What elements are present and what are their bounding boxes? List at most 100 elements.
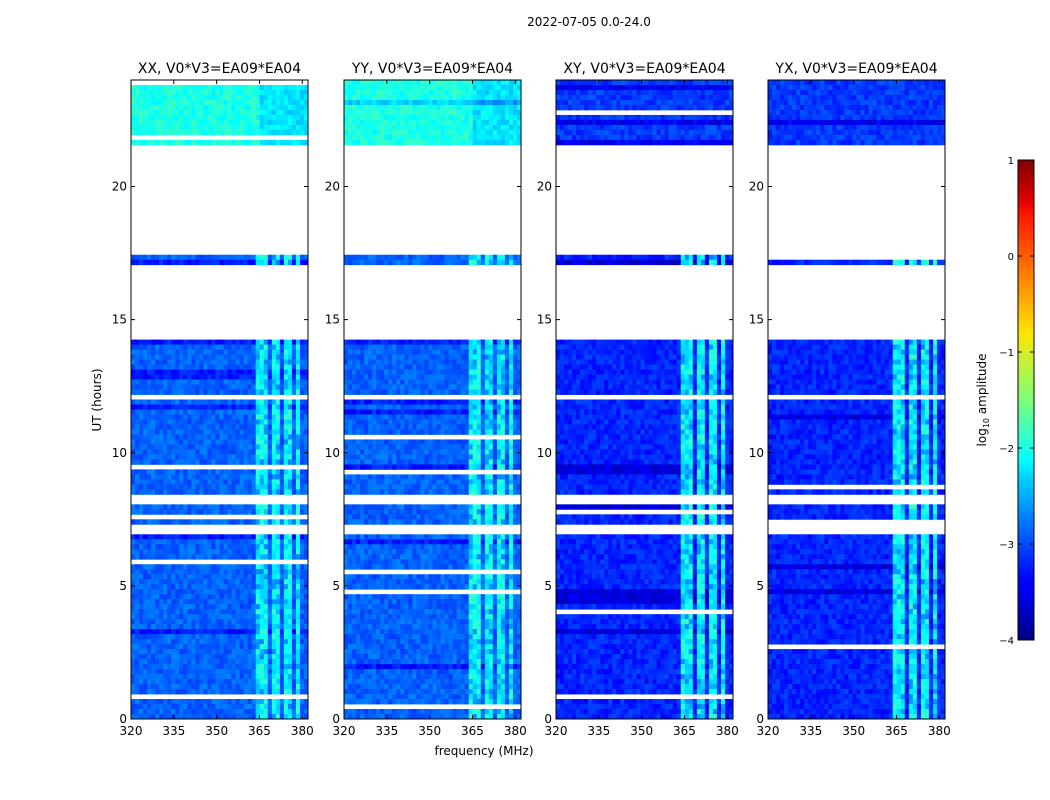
heatmap-cell [223, 579, 228, 585]
heatmap-cell [191, 544, 196, 550]
heatmap-cell [155, 659, 160, 665]
heatmap-cell [295, 609, 301, 615]
heatmap-cell [388, 129, 393, 136]
heatmap-cell [404, 389, 409, 395]
heatmap-cell [243, 89, 249, 96]
heatmap-cell [243, 404, 249, 410]
heatmap-cell [139, 639, 144, 645]
heatmap-cell [263, 99, 269, 106]
heatmap-cell [179, 589, 184, 595]
heatmap-cell [444, 99, 449, 106]
heatmap-cell [211, 534, 216, 540]
heatmap-cell [215, 364, 220, 370]
heatmap-cell [199, 119, 204, 126]
heatmap-cell [492, 404, 498, 410]
heatmap-cell [227, 259, 232, 266]
heatmap-cell [456, 384, 462, 390]
heatmap-cell [255, 579, 261, 585]
heatmap-cell [223, 449, 228, 455]
heatmap-cell [267, 129, 273, 136]
heatmap-cell [155, 124, 160, 131]
heatmap-cell [259, 384, 265, 390]
heatmap-cell [287, 344, 293, 350]
heatmap-cell [195, 619, 200, 625]
heatmap-cell [239, 419, 245, 425]
heatmap-cell [436, 379, 441, 385]
heatmap-cell [440, 344, 445, 350]
heatmap-cell [400, 109, 405, 116]
heatmap-cell [259, 404, 265, 410]
heatmap-cell [151, 434, 156, 440]
heatmap-cell [480, 94, 486, 101]
heatmap-cell [440, 354, 445, 360]
heatmap-cell [203, 629, 208, 635]
heatmap-cell [183, 709, 188, 715]
heatmap-cell [275, 114, 281, 121]
heatmap-cell [384, 109, 389, 116]
heatmap-cell [460, 339, 466, 345]
heatmap-cell [179, 414, 184, 420]
heatmap-cell [175, 399, 180, 405]
heatmap-cell [376, 99, 381, 106]
heatmap-cell [488, 84, 494, 91]
heatmap-cell [167, 84, 172, 91]
heatmap-cell [424, 409, 429, 415]
heatmap-cell [428, 259, 433, 266]
heatmap-cell [163, 104, 168, 111]
heatmap-cell [372, 339, 377, 345]
heatmap-cell [131, 629, 136, 635]
heatmap-cell [259, 479, 265, 485]
heatmap-cell [151, 384, 156, 390]
heatmap-cell [392, 254, 397, 261]
heatmap-cell [460, 379, 466, 385]
heatmap-cell [219, 619, 224, 625]
heatmap-cell [191, 354, 196, 360]
heatmap-cell [255, 674, 261, 680]
heatmap-cell [163, 634, 168, 640]
heatmap-cell [424, 109, 429, 116]
heatmap-cell [492, 364, 498, 370]
heatmap-cell [215, 104, 220, 111]
heatmap-cell [163, 714, 168, 720]
heatmap-cell [159, 339, 164, 345]
heatmap-cell [239, 689, 245, 695]
heatmap-cell [303, 579, 309, 585]
heatmap-cell [175, 629, 180, 635]
heatmap-cell [239, 89, 245, 96]
heatmap-cell [392, 339, 397, 345]
heatmap-cell [199, 624, 204, 630]
heatmap-cell [424, 139, 429, 146]
heatmap-cell [492, 109, 498, 116]
heatmap-cell [360, 339, 365, 345]
heatmap-cell [243, 339, 249, 345]
heatmap-cell [191, 409, 196, 415]
heatmap-cell [231, 359, 236, 365]
heatmap-cell [187, 449, 192, 455]
heatmap-cell [159, 444, 164, 450]
heatmap-cell [255, 104, 261, 111]
heatmap-cell [376, 374, 381, 380]
heatmap-cell [476, 374, 482, 380]
heatmap-cell [303, 659, 309, 665]
heatmap-cell [199, 699, 204, 705]
heatmap-cell [239, 519, 245, 525]
heatmap-cell [163, 644, 168, 650]
heatmap-cell [251, 644, 257, 650]
heatmap-cell [219, 599, 224, 605]
heatmap-cell [235, 599, 241, 605]
heatmap-cell [299, 374, 305, 380]
heatmap-cell [187, 459, 192, 465]
heatmap-cell [155, 474, 160, 480]
heatmap-cell [147, 599, 152, 605]
heatmap-cell [488, 374, 494, 380]
heatmap-cell [243, 554, 249, 560]
heatmap-cell [388, 369, 393, 375]
heatmap-cell [275, 624, 281, 630]
heatmap-cell [299, 124, 305, 131]
heatmap-cell [239, 124, 245, 131]
heatmap-cell [255, 664, 261, 670]
heatmap-cell [163, 444, 168, 450]
heatmap-cell [436, 429, 441, 435]
heatmap-cell [167, 639, 172, 645]
heatmap-cell [420, 354, 425, 360]
